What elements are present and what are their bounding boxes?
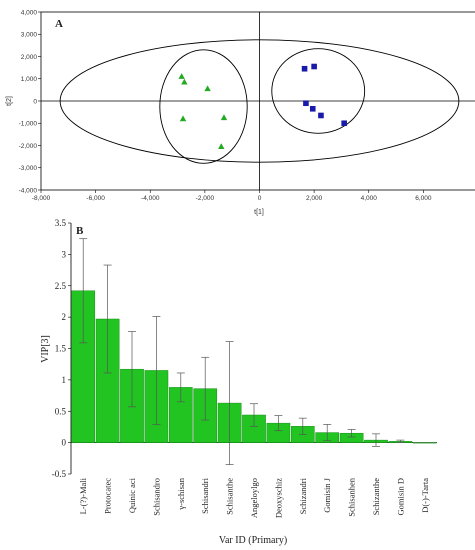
square-point <box>301 65 308 72</box>
vip-category-label: Quinic aci <box>127 477 137 513</box>
triangle-point <box>178 73 185 79</box>
vip-category-label: γ-schisan <box>176 477 186 510</box>
score-plot: A t[1] t[2] -8,000 -6,000 -4,000 -2,000 0 2,0… <box>6 9 475 216</box>
vip-category-label: Deoxyschiz <box>273 478 283 518</box>
score-plot-y-tick-label: 3,000 <box>21 32 38 39</box>
vip-bar <box>412 442 437 444</box>
vip-y-tick-label: 2.5 <box>55 281 67 291</box>
score-plot-x-tick-label: 0 <box>258 195 262 202</box>
hotelling-ellipse <box>59 39 460 163</box>
vip-category-label: Schisanhen <box>347 477 357 516</box>
square-point <box>309 105 316 112</box>
panel-b-label: B <box>76 225 84 237</box>
score-plot-x-tick-label: -6,000 <box>86 195 105 202</box>
vip-category-label: Protocatec <box>103 478 113 514</box>
vip-y-tick-label: 1.5 <box>55 344 67 354</box>
vip-y-tick-label: 0.5 <box>55 406 67 416</box>
triangle-point <box>204 85 211 92</box>
group-ellipse-2 <box>271 48 366 134</box>
score-plot-x-tick-label: 2,000 <box>306 195 323 202</box>
square-point <box>303 100 309 107</box>
score-plot-y-tick-label: 4,000 <box>21 9 38 16</box>
vip-y-tick-label: -0.5 <box>52 469 67 479</box>
vip-category-label: Schisandri <box>200 477 210 514</box>
score-plot-x-tick-label: -8,000 <box>32 195 51 202</box>
score-plot-y-tick-label: 1,000 <box>21 76 38 83</box>
vip-bar-chart: B Var ID (Primary) VIP[3] 3.5 3 2.5 2 1.5 1 0.… <box>40 218 437 546</box>
score-plot-y-label: t[2] <box>6 96 13 106</box>
vip-y-tick-label: 3 <box>62 249 67 259</box>
vip-category-label: Schisandro <box>151 478 161 516</box>
panel-a-label: A <box>55 18 63 30</box>
score-plot-x-tick-label: -4,000 <box>141 195 160 202</box>
triangle-point <box>181 78 188 85</box>
triangle-point <box>218 143 225 150</box>
vip-y-tick-label: 1 <box>62 375 67 385</box>
score-plot-y-tick-label: -3,000 <box>19 165 38 172</box>
vip-category-label: Gomisin D <box>395 478 405 516</box>
vip-category-label: Schizandri <box>298 477 308 514</box>
score-plot-x-tick-label: 4,000 <box>361 195 378 202</box>
score-plot-y-tick-label: 0 <box>33 98 37 105</box>
vip-x-label: Var ID (Primary) <box>219 535 287 546</box>
score-plot-x-label: t[1] <box>254 209 264 216</box>
score-plot-x-tick-label: -2,000 <box>196 195 215 202</box>
score-plot-y-tick-label: 2,000 <box>21 54 38 61</box>
triangle-point <box>220 114 228 121</box>
vip-category-label: Schizanthe <box>371 478 381 516</box>
score-plot-y-tick-label: -4,000 <box>19 187 38 194</box>
vip-category-label: D(-)-Tarta <box>420 478 430 513</box>
vip-category-label: Gomisin J <box>322 477 332 512</box>
square-point <box>318 112 324 119</box>
triangle-point <box>179 115 187 122</box>
vip-category-label: L-(?)-Mali <box>78 477 88 514</box>
square-point <box>311 63 317 70</box>
vip-y-tick-label: 3.5 <box>55 218 67 228</box>
vip-category-label: Schisanthe <box>225 478 235 515</box>
vip-y-label: VIP[3] <box>40 335 51 363</box>
score-plot-y-tick-label: -1,000 <box>19 121 38 128</box>
vip-y-tick-label: 2 <box>62 312 67 322</box>
vip-category-label: Angeloylgo <box>249 478 259 518</box>
score-plot-y-tick-label: -2,000 <box>19 143 38 150</box>
score-plot-x-tick-label: 6,000 <box>415 195 432 202</box>
vip-y-tick-label: 0 <box>62 438 67 448</box>
group-ellipse-1 <box>159 49 248 164</box>
square-point <box>341 120 347 127</box>
